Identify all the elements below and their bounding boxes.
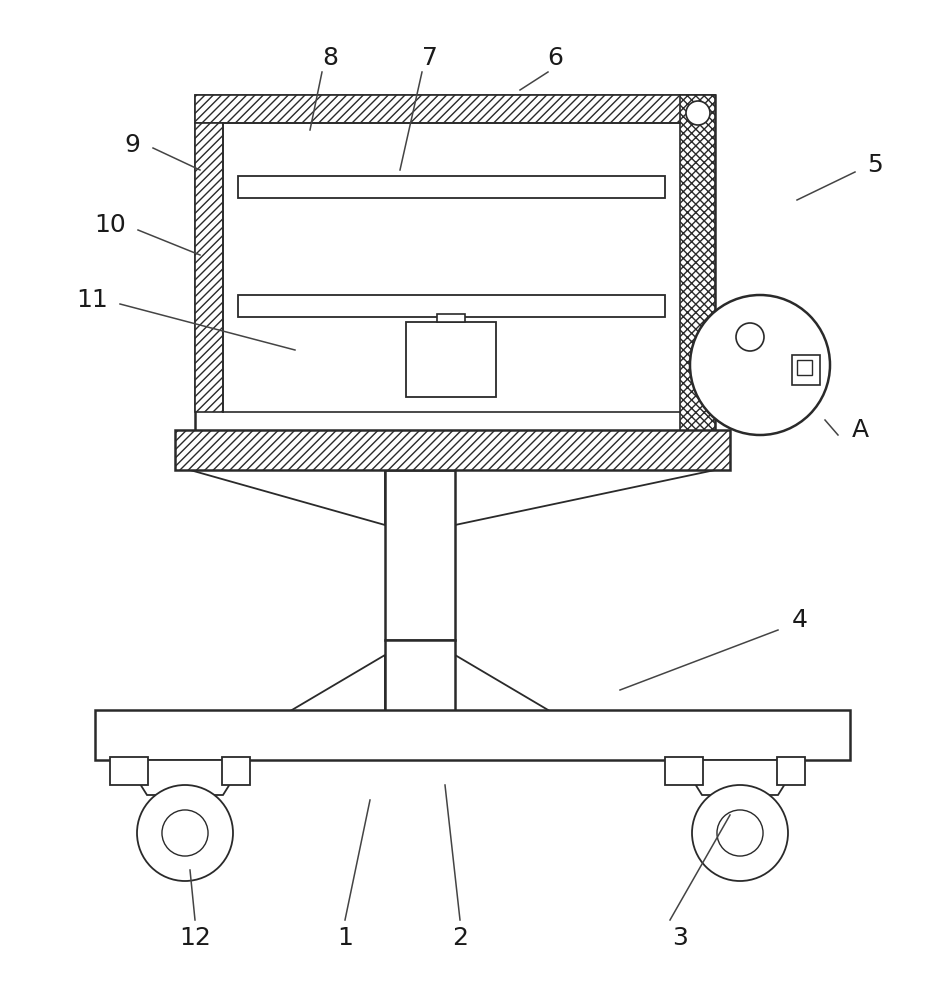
- Text: 4: 4: [792, 608, 808, 632]
- Text: 12: 12: [179, 926, 211, 950]
- Text: A: A: [851, 418, 868, 442]
- Bar: [175, 430, 730, 470]
- Bar: [238, 295, 665, 317]
- Circle shape: [692, 785, 788, 881]
- Text: 8: 8: [322, 46, 338, 70]
- Bar: [437, 314, 466, 322]
- Bar: [195, 95, 715, 440]
- Bar: [195, 123, 223, 412]
- Bar: [238, 176, 665, 198]
- Text: 9: 9: [124, 133, 140, 157]
- Polygon shape: [125, 760, 245, 795]
- Bar: [680, 95, 715, 440]
- Circle shape: [690, 295, 830, 435]
- Circle shape: [686, 101, 710, 125]
- Text: 11: 11: [76, 288, 108, 312]
- Text: 7: 7: [422, 46, 437, 70]
- Bar: [222, 757, 250, 785]
- Polygon shape: [680, 760, 800, 795]
- Polygon shape: [455, 655, 565, 720]
- Bar: [406, 322, 496, 397]
- Bar: [95, 710, 850, 760]
- Bar: [385, 640, 455, 720]
- Bar: [792, 355, 820, 385]
- Text: 6: 6: [547, 46, 563, 70]
- Polygon shape: [275, 655, 385, 720]
- Text: 1: 1: [337, 926, 353, 950]
- Circle shape: [137, 785, 233, 881]
- Polygon shape: [455, 470, 715, 525]
- Bar: [110, 757, 148, 785]
- Text: 3: 3: [672, 926, 688, 950]
- Text: 2: 2: [452, 926, 468, 950]
- Bar: [385, 470, 455, 640]
- Bar: [665, 757, 703, 785]
- Circle shape: [716, 810, 763, 856]
- Polygon shape: [190, 470, 385, 525]
- Bar: [777, 757, 805, 785]
- Circle shape: [736, 323, 764, 351]
- Circle shape: [162, 810, 208, 856]
- Bar: [195, 95, 715, 123]
- Text: 5: 5: [867, 153, 883, 177]
- Bar: [797, 360, 812, 375]
- Text: 10: 10: [94, 213, 126, 237]
